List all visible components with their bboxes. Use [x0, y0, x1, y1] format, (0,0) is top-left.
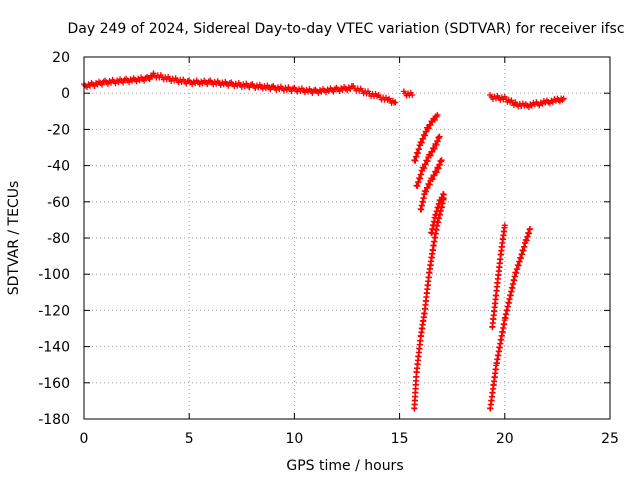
- data-point: [426, 181, 433, 188]
- x-tick-label: 10: [285, 431, 303, 447]
- data-point: [424, 158, 431, 165]
- data-point: [501, 222, 508, 229]
- data-point: [560, 95, 567, 102]
- data-point: [440, 195, 447, 202]
- chart-title: Day 249 of 2024, Sidereal Day-to-day VTE…: [67, 21, 624, 37]
- data-point: [427, 122, 434, 129]
- data-point: [409, 92, 416, 99]
- data-point: [431, 116, 438, 123]
- x-tick-label: 5: [185, 431, 194, 447]
- data-point: [424, 185, 431, 192]
- y-tick-label: -20: [47, 122, 70, 138]
- series-arc-2: [413, 133, 443, 190]
- y-tick-label: -80: [47, 231, 70, 247]
- y-tick-label: -100: [38, 267, 70, 283]
- series-arc-1: [411, 111, 441, 164]
- series-deep-arc-2: [487, 225, 534, 412]
- data-point: [527, 225, 534, 232]
- series-main-band: [81, 70, 399, 106]
- series-arc-3: [417, 157, 445, 213]
- x-axis-title: GPS time / hours: [286, 458, 403, 474]
- data-layer: [81, 70, 567, 412]
- y-tick-label: -60: [47, 195, 70, 211]
- data-point: [429, 149, 436, 156]
- data-point: [425, 125, 432, 132]
- series-deep-arc-1: [411, 195, 447, 412]
- data-point: [434, 111, 441, 118]
- data-point: [511, 102, 518, 109]
- grid-layer: [84, 57, 610, 419]
- y-tick-label: -120: [38, 303, 70, 319]
- series-short-segment: [400, 88, 416, 99]
- data-point: [431, 172, 438, 179]
- data-point: [559, 96, 566, 103]
- x-tick-label: 15: [391, 431, 409, 447]
- data-point: [433, 169, 440, 176]
- data-point: [438, 157, 445, 164]
- axis-layer: 0 5 10 15 20 25 20 0 -20 -40 -60 -80 -100 -120 -140 -16…: [38, 50, 619, 447]
- y-tick-label: -180: [38, 412, 70, 428]
- y-tick-label: -40: [47, 159, 70, 175]
- y-tick-label: 20: [52, 50, 70, 66]
- y-axis-title: SDTVAR / TECUs: [6, 181, 22, 296]
- data-point: [421, 165, 428, 172]
- data-point: [429, 176, 436, 183]
- series-late-arc: [489, 222, 508, 331]
- x-tick-label: 25: [601, 431, 619, 447]
- data-point: [149, 73, 156, 80]
- data-point: [431, 145, 438, 152]
- x-tick-label: 0: [80, 431, 89, 447]
- data-point: [436, 133, 443, 140]
- data-point: [422, 161, 429, 168]
- data-point: [423, 188, 430, 195]
- x-tick-label: 20: [496, 431, 514, 447]
- y-tick-label: -160: [38, 376, 70, 392]
- y-tick-label: 0: [61, 86, 70, 102]
- data-point: [392, 99, 399, 106]
- data-point: [427, 152, 434, 159]
- series-tail-band: [487, 92, 567, 111]
- y-tick-label: -140: [38, 340, 70, 356]
